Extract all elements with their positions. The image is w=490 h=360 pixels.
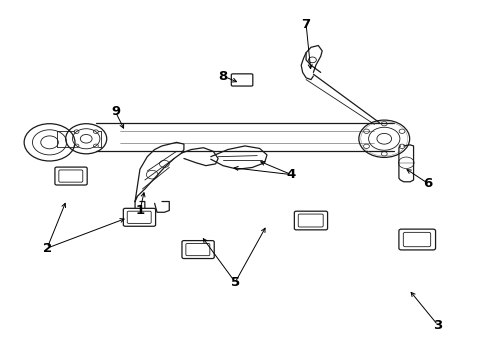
Text: 7: 7: [301, 18, 311, 31]
Text: 2: 2: [43, 242, 51, 255]
FancyBboxPatch shape: [55, 167, 87, 185]
Text: 4: 4: [287, 168, 296, 181]
Text: 3: 3: [433, 319, 442, 332]
FancyBboxPatch shape: [182, 240, 214, 258]
FancyBboxPatch shape: [298, 214, 323, 227]
FancyBboxPatch shape: [403, 232, 431, 247]
FancyBboxPatch shape: [59, 170, 83, 182]
FancyBboxPatch shape: [399, 229, 436, 250]
FancyBboxPatch shape: [123, 208, 156, 226]
Text: 5: 5: [231, 276, 240, 289]
Text: 1: 1: [135, 204, 145, 217]
FancyBboxPatch shape: [294, 211, 328, 230]
Text: 9: 9: [111, 105, 120, 118]
FancyBboxPatch shape: [127, 211, 151, 224]
FancyBboxPatch shape: [186, 243, 210, 256]
Text: 8: 8: [219, 69, 228, 82]
FancyBboxPatch shape: [231, 74, 253, 86]
Text: 6: 6: [423, 177, 433, 190]
